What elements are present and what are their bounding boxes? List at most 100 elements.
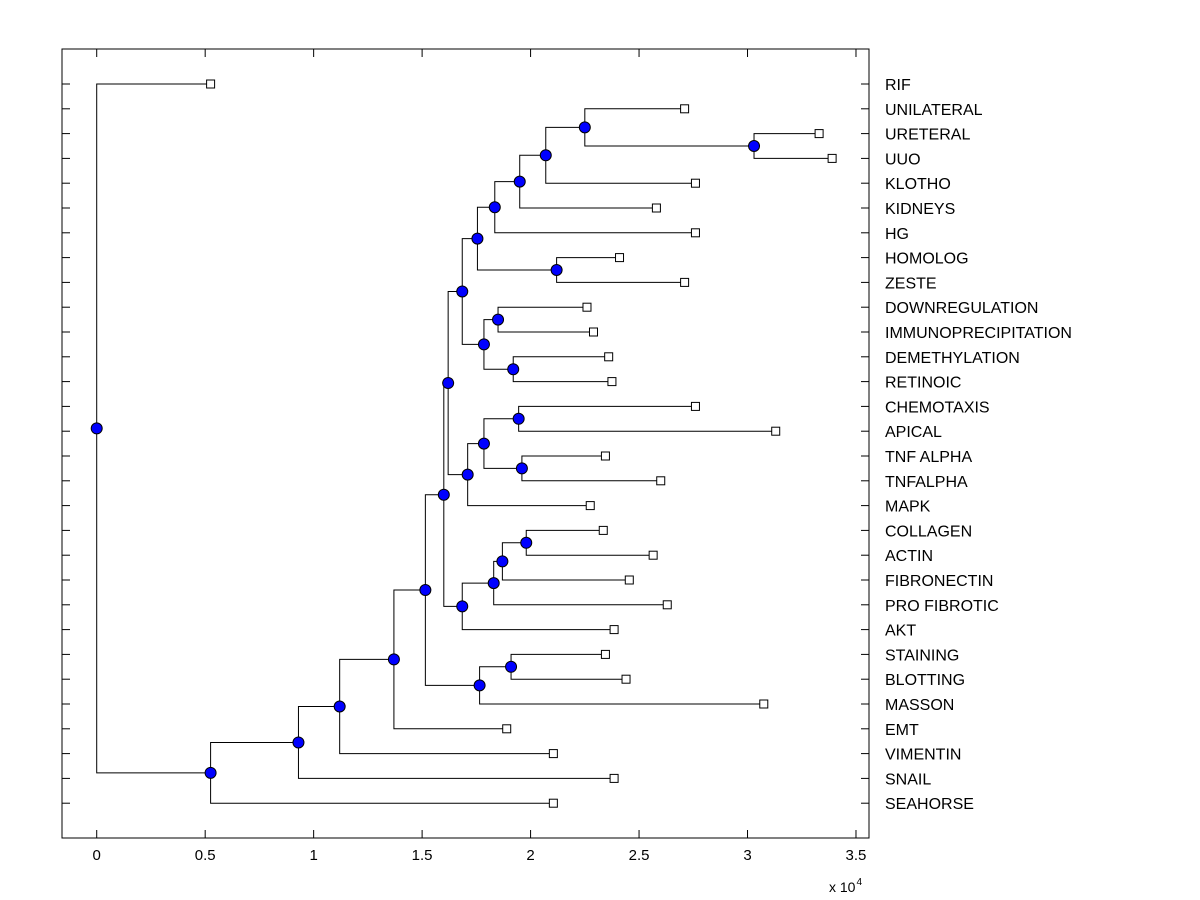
- branch-n_dr: [512, 369, 612, 383]
- leaf-label: TNF ALPHA: [885, 449, 972, 466]
- branch-n_tnf: [521, 455, 606, 469]
- branch-n_q: [339, 706, 554, 755]
- branch-n_o: [424, 590, 480, 686]
- node-n_a: [539, 149, 552, 162]
- branch-n_l: [461, 606, 615, 631]
- node-n_uret_uuo: [748, 140, 761, 152]
- leaf-marker: [609, 773, 619, 783]
- leaf-label: MAPK: [885, 499, 931, 516]
- leaf-marker: [615, 253, 625, 263]
- branch-n_uret_uuo: [753, 146, 833, 159]
- leaf-label: BLOTTING: [885, 672, 965, 689]
- leaf-marker: [548, 749, 558, 759]
- branch-n_colact: [525, 529, 604, 543]
- node-n_o: [419, 584, 432, 597]
- branch-n_m: [443, 494, 463, 607]
- leaf-marker: [680, 277, 690, 287]
- branch-n_o: [424, 494, 444, 591]
- branch-n_h: [467, 474, 591, 507]
- node-n_r: [292, 736, 305, 749]
- leaf-marker: [814, 129, 824, 139]
- x-ticks: 0 0.5 1 1.5 2 2.5 3 3.5: [93, 49, 867, 864]
- node-n_colact: [520, 536, 533, 549]
- node-n_hz: [550, 264, 563, 276]
- node-n_dr: [507, 363, 520, 376]
- node-n_k: [487, 577, 500, 590]
- leaf-marker: [598, 525, 608, 535]
- leaf-marker: [624, 575, 634, 585]
- branch-n_r: [297, 706, 340, 743]
- leaf-label: TNFALPHA: [885, 474, 968, 491]
- branch-n_a: [545, 126, 585, 156]
- branch-n_ca: [518, 418, 776, 432]
- leaf-marker: [690, 401, 700, 411]
- leaf-marker: [759, 699, 769, 709]
- branch-n_dr: [512, 356, 609, 370]
- branch-n_sb: [510, 666, 627, 680]
- branch-n_hz: [556, 270, 685, 283]
- node-n_n: [473, 679, 486, 692]
- leaf-marker: [600, 451, 610, 461]
- leaf-label: HOMOLOG: [885, 251, 969, 268]
- leaf-marker: [585, 501, 595, 511]
- leaf-marker: [609, 625, 619, 635]
- node-n_i: [442, 377, 455, 390]
- leaf-marker: [582, 302, 592, 312]
- leaf-label: ZESTE: [885, 275, 937, 292]
- x-tick-label: 3: [743, 847, 751, 864]
- leaf-marker: [607, 377, 617, 387]
- leaf-label: HG: [885, 226, 909, 243]
- node-n_ca: [512, 412, 525, 425]
- leaf-marker: [621, 674, 631, 684]
- branch-n_hz: [556, 257, 620, 270]
- leaf-marker: [656, 476, 666, 486]
- branch-n_unil: [584, 127, 755, 147]
- branch-n_d: [476, 238, 557, 271]
- branch-n_n: [479, 685, 764, 705]
- leaf-label: CHEMOTAXIS: [885, 399, 990, 416]
- branch-n_uret_uuo: [753, 133, 820, 146]
- leaf-marker: [502, 724, 512, 734]
- leaf-markers: [206, 79, 837, 808]
- branch-n_r: [297, 742, 615, 779]
- x-tick-label: 3.5: [846, 847, 867, 864]
- node-n_b: [513, 175, 526, 188]
- leaf-label: SNAIL: [885, 771, 931, 788]
- leaf-marker: [662, 600, 672, 610]
- leaf-marker: [648, 550, 658, 560]
- leaf-label: RETINOIC: [885, 375, 961, 392]
- leaf-label: DOWNREGULATION: [885, 300, 1038, 317]
- leaf-label: MASSON: [885, 697, 954, 714]
- leaf-marker: [206, 79, 216, 89]
- leaf-label: RIF: [885, 77, 911, 94]
- branches: [96, 83, 833, 804]
- node-n_tnf: [515, 462, 528, 475]
- leaf-marker: [600, 649, 610, 659]
- branch-n_i: [447, 383, 468, 476]
- leaf-label: KIDNEYS: [885, 201, 955, 218]
- node-n_s: [204, 766, 217, 779]
- x-multiplier-base: x 10: [829, 879, 856, 895]
- x-tick-label: 0.5: [195, 847, 216, 864]
- node-n_q: [333, 700, 346, 713]
- leaf-marker: [588, 327, 598, 337]
- branch-n_j: [501, 542, 527, 562]
- node-n_c: [488, 201, 501, 214]
- y-ticks: [62, 83, 869, 804]
- leaf-label: VIMENTIN: [885, 747, 961, 764]
- leaf-marker: [690, 228, 700, 238]
- node-n_m: [437, 488, 450, 501]
- branch-n_l: [461, 582, 494, 607]
- leaf-label: IMMUNOPRECIPITATION: [885, 325, 1072, 342]
- x-multiplier-exponent: 4: [856, 877, 862, 888]
- branch-n_b: [519, 154, 546, 182]
- node-n_e: [477, 338, 490, 351]
- branch-n_sb: [510, 653, 606, 667]
- branch-n_root: [96, 83, 211, 429]
- leaf-label: ACTIN: [885, 548, 933, 565]
- branch-n_di: [497, 319, 594, 333]
- leaf-label: UUO: [885, 151, 921, 168]
- leaf-label: KLOTHO: [885, 176, 951, 193]
- branch-n_di: [497, 306, 587, 320]
